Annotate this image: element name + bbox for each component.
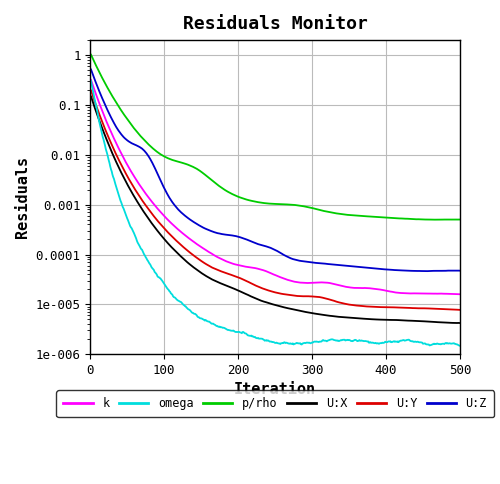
Legend: k, omega, p/rho, U:X, U:Y, U:Z: k, omega, p/rho, U:X, U:Y, U:Z — [56, 390, 494, 417]
X-axis label: Iteration: Iteration — [234, 382, 316, 397]
Title: Residuals Monitor: Residuals Monitor — [182, 15, 368, 33]
Y-axis label: Residuals: Residuals — [15, 156, 30, 238]
